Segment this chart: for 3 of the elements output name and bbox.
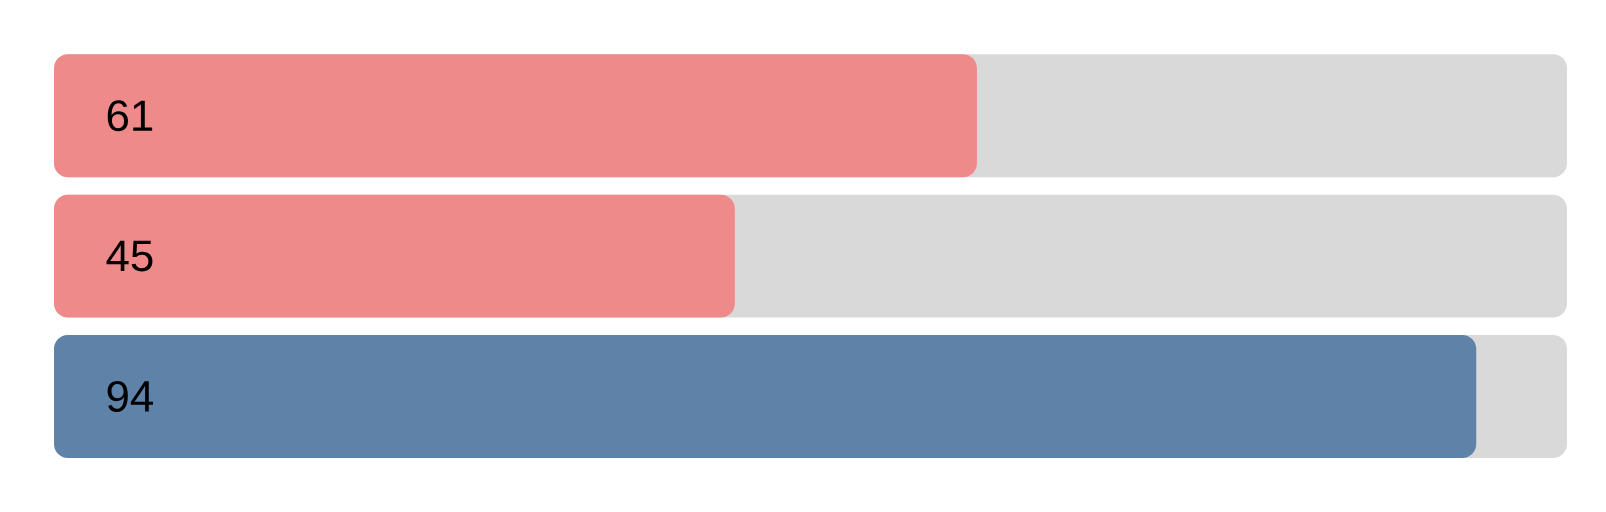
data-label: 94 (107, 380, 153, 412)
data-label: 61 (107, 100, 153, 132)
data-label: 45 (106, 240, 153, 272)
